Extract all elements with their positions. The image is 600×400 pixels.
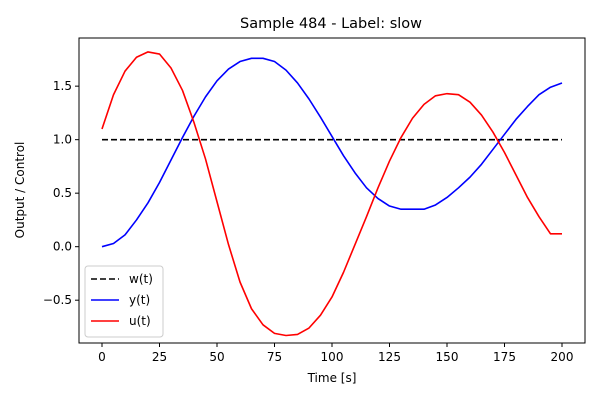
x-tick-label: 100 [321,350,344,364]
x-tick-label: 25 [152,350,167,364]
plot-lines [101,51,563,337]
x-tick-label: 150 [436,350,459,364]
x-tick-label: 175 [493,350,516,364]
legend: w(t) y(t) u(t) [84,265,164,338]
legend-label: y(t) [129,293,150,307]
y-tick-label: 1.5 [53,79,72,93]
x-tick-label: 75 [267,350,282,364]
x-tick-label: 0 [98,350,106,364]
legend-box [84,265,164,338]
x-tick-label: 200 [551,350,574,364]
y-axis-label: Output / Control [13,142,27,239]
x-axis-label: Time [s] [307,371,357,385]
chart-title: Sample 484 - Label: slow [240,16,422,32]
series-line-yt [101,57,563,248]
y-tick-label: −0.5 [43,293,72,307]
legend-label: w(t) [129,272,153,286]
x-tick-label: 125 [378,350,401,364]
y-tick-label: 0.0 [53,240,72,254]
x-axis: 0 25 50 75 100 125 150 175 200 [98,343,573,364]
legend-label: u(t) [129,314,151,328]
y-tick-label: 1.0 [53,133,72,147]
y-axis: −0.5 0.0 0.5 1.0 1.5 [43,79,79,307]
x-tick-label: 50 [209,350,224,364]
y-tick-label: 0.5 [53,186,72,200]
series-line-ut [101,51,562,337]
